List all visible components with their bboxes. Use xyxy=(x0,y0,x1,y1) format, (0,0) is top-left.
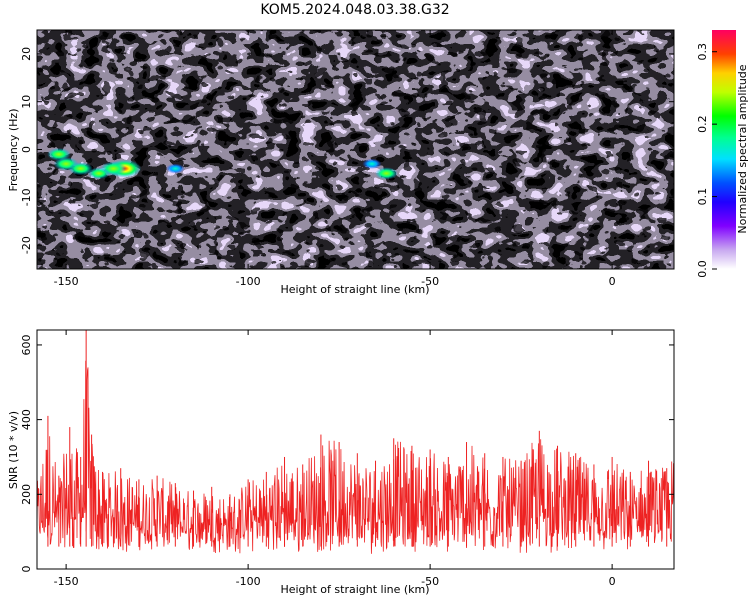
colorbar-tick-label: 0.0 xyxy=(696,260,709,278)
snr-y-tick-label: 0 xyxy=(20,566,33,573)
snr-x-tick-label: -100 xyxy=(236,575,261,588)
heatmap-x-ticks: -150 -100 -50 0 xyxy=(54,30,616,288)
heatmap-x-axis-label: Height of straight line (km) xyxy=(280,283,429,296)
colorbar-ticks: 0.0 0.1 0.2 0.3 xyxy=(696,43,717,278)
snr-x-tick-label: -50 xyxy=(421,575,439,588)
snr-y-tick-label: 600 xyxy=(20,334,33,355)
heatmap-y-tick-label: 20 xyxy=(20,47,33,61)
heatmap-hotspot xyxy=(375,167,398,180)
snr-panel: -150 -100 -50 0 0 200 400 600 Height of straig… xyxy=(7,329,675,596)
colorbar-label: Normalized spectral amplitude xyxy=(736,64,749,233)
heatmap-hotspots xyxy=(47,147,398,180)
heatmap-y-tick-label: 0 xyxy=(20,146,33,153)
snr-x-tick-label: -150 xyxy=(54,575,79,588)
snr-y-tick-label: 400 xyxy=(20,409,33,430)
heatmap-hotspot xyxy=(68,162,93,176)
heatmap-hotspot xyxy=(47,147,71,161)
heatmap-y-tick-label: 10 xyxy=(20,95,33,109)
snr-x-axis-label: Height of straight line (km) xyxy=(280,583,429,596)
colorbar-tick-label: 0.1 xyxy=(696,188,709,206)
heatmap-blue-blobs xyxy=(37,30,674,269)
snr-series-line xyxy=(37,360,674,554)
figure-title: KOM5.2024.048.03.38.G32 xyxy=(260,2,449,18)
snr-x-ticks: -150 -100 -50 0 xyxy=(54,330,616,588)
snr-background xyxy=(37,330,674,569)
heatmap-x-tick-label: -50 xyxy=(421,275,439,288)
heatmap-x-tick-label: -100 xyxy=(236,275,261,288)
snr-x-tick-label: 0 xyxy=(609,575,616,588)
heatmap-y-axis-label: Frequency (Hz) xyxy=(7,109,20,192)
heatmap-hotspot xyxy=(87,167,110,180)
heatmap-y-tick-label: -10 xyxy=(20,188,33,206)
snr-envelope-points xyxy=(37,330,674,547)
heatmap-hotspot xyxy=(362,158,382,169)
heatmap-y-tick-label: -20 xyxy=(20,236,33,254)
heatmap-x-tick-label: -150 xyxy=(54,275,79,288)
heatmap-image xyxy=(37,30,674,269)
colorbar-gradient xyxy=(712,30,736,269)
heatmap-y-ticks: -20 -10 0 10 20 xyxy=(20,47,674,254)
colorbar: 0.0 0.1 0.2 0.3 Normalized spectral amplitu… xyxy=(696,30,749,278)
snr-y-ticks: 0 200 400 600 xyxy=(20,334,674,573)
snr-frame xyxy=(36,329,675,570)
heatmap-x-tick-label: 0 xyxy=(609,275,616,288)
colorbar-tick-label: 0.3 xyxy=(696,43,709,61)
heatmap-hotspot xyxy=(166,163,185,174)
snr-y-axis-label: SNR (10 * v/v) xyxy=(7,411,20,489)
snr-y-tick-label: 200 xyxy=(20,484,33,505)
colorbar-tick-label: 0.2 xyxy=(696,115,709,133)
